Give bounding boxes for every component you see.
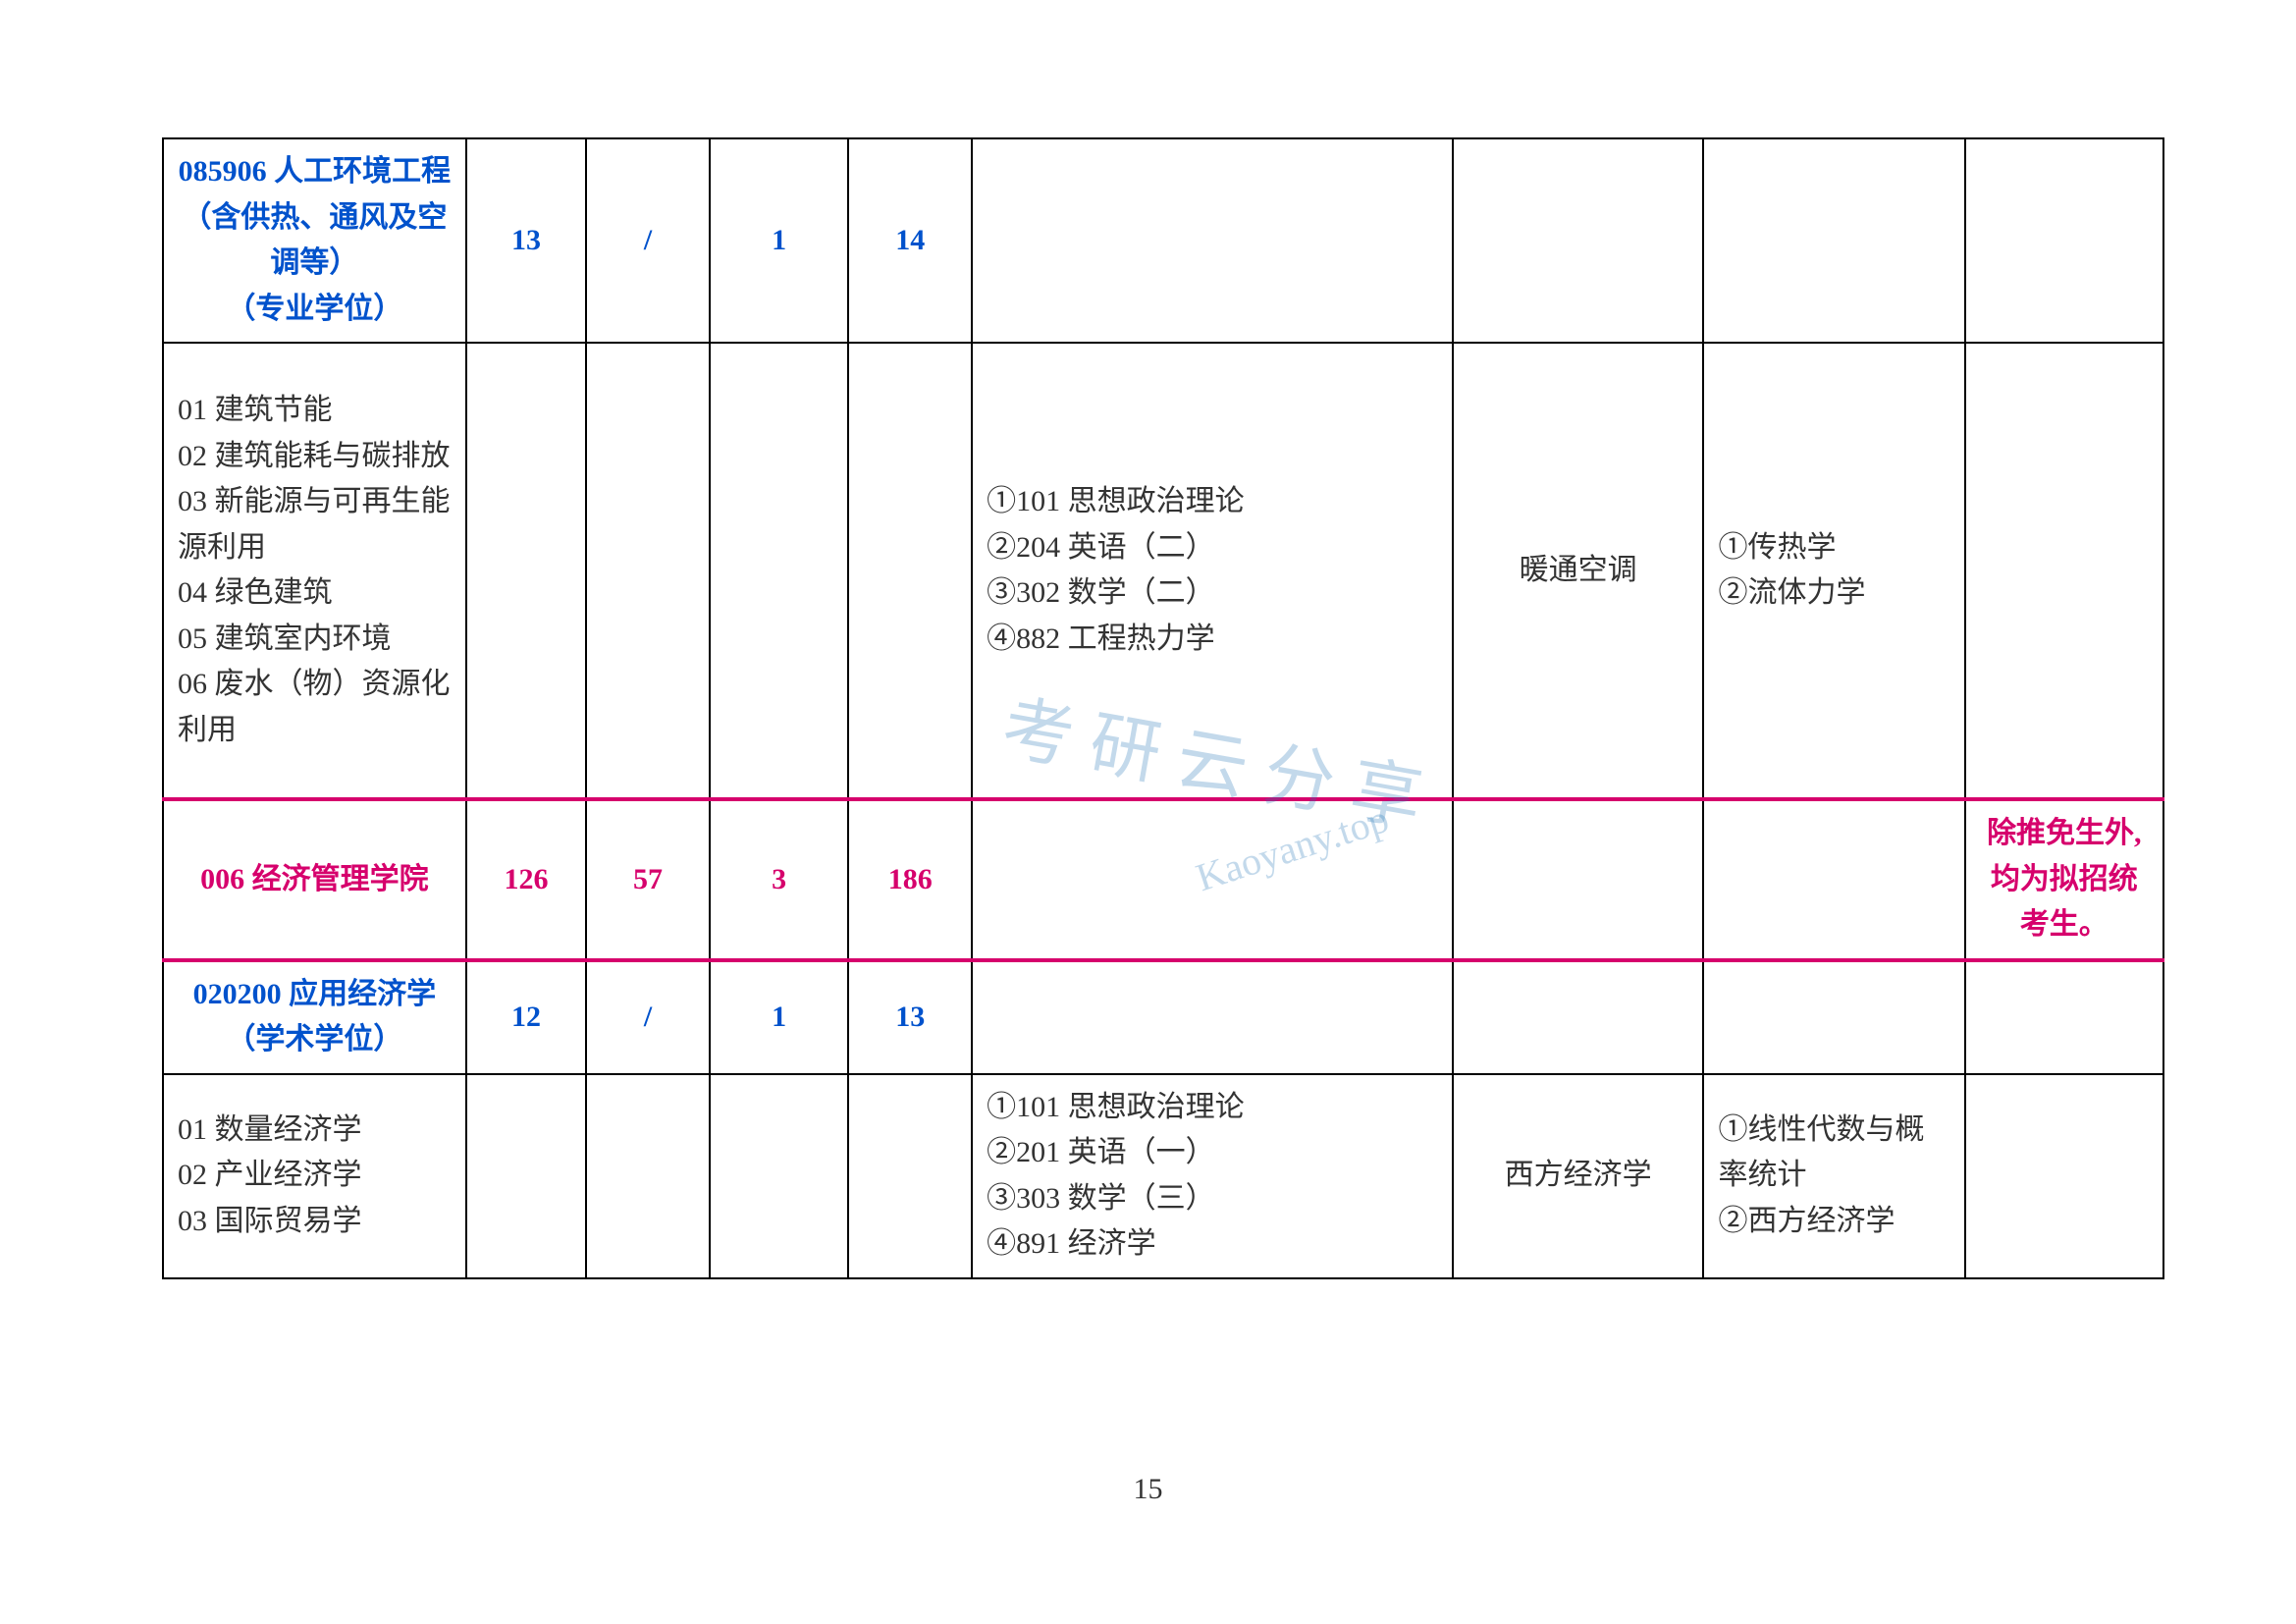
document-page: 085906 人工环境工程（含供热、通风及空调等）（专业学位） 13 / 1 1…: [0, 0, 2296, 1624]
cell-exam: ①101 思想政治理论②201 英语（一）③303 数学（三）④891 经济学: [972, 1074, 1453, 1278]
cell-note: [1965, 343, 2163, 799]
cell-n2: [586, 343, 710, 799]
cell-note: 除推免生外,均为拟招统考生。: [1965, 799, 2163, 960]
table-row: 01 建筑节能02 建筑能耗与碳排放03 新能源与可再生能源利用04 绿色建筑0…: [163, 343, 2163, 799]
cell-n4: 13: [848, 960, 972, 1074]
major-name: 020200 应用经济学（学术学位）: [163, 960, 466, 1074]
direction-list: 01 建筑节能02 建筑能耗与碳排放03 新能源与可再生能源利用04 绿色建筑0…: [163, 343, 466, 799]
cell-n4: [848, 1074, 972, 1278]
cell-n1: 13: [466, 138, 586, 343]
cell-n1: [466, 343, 586, 799]
admissions-table: 085906 人工环境工程（含供热、通风及空调等）（专业学位） 13 / 1 1…: [162, 137, 2164, 1279]
major-name: 085906 人工环境工程（含供热、通风及空调等）（专业学位）: [163, 138, 466, 343]
cell-equiv: [1703, 799, 1964, 960]
cell-retest: [1453, 799, 1704, 960]
cell-n4: 186: [848, 799, 972, 960]
cell-retest: 西方经济学: [1453, 1074, 1704, 1278]
cell-n2: /: [586, 960, 710, 1074]
cell-n3: 3: [710, 799, 849, 960]
cell-equiv: [1703, 138, 1964, 343]
cell-n2: [586, 1074, 710, 1278]
cell-note: [1965, 138, 2163, 343]
cell-n3: 1: [710, 138, 849, 343]
college-name: 006 经济管理学院: [163, 799, 466, 960]
cell-equiv: ①传热学②流体力学: [1703, 343, 1964, 799]
table-row: 006 经济管理学院 126 57 3 186 除推免生外,均为拟招统考生。: [163, 799, 2163, 960]
cell-n1: 12: [466, 960, 586, 1074]
cell-n4: 14: [848, 138, 972, 343]
cell-retest: 暖通空调: [1453, 343, 1704, 799]
table-row: 01 数量经济学02 产业经济学03 国际贸易学 ①101 思想政治理论②201…: [163, 1074, 2163, 1278]
cell-n3: [710, 343, 849, 799]
table-row: 020200 应用经济学（学术学位） 12 / 1 13: [163, 960, 2163, 1074]
cell-exam: [972, 960, 1453, 1074]
direction-list: 01 数量经济学02 产业经济学03 国际贸易学: [163, 1074, 466, 1278]
cell-n1: 126: [466, 799, 586, 960]
cell-exam: [972, 138, 1453, 343]
page-number: 15: [0, 1473, 2296, 1506]
cell-retest: [1453, 960, 1704, 1074]
cell-n3: [710, 1074, 849, 1278]
cell-n2: /: [586, 138, 710, 343]
cell-note: [1965, 960, 2163, 1074]
cell-n2: 57: [586, 799, 710, 960]
table-row: 085906 人工环境工程（含供热、通风及空调等）（专业学位） 13 / 1 1…: [163, 138, 2163, 343]
cell-retest: [1453, 138, 1704, 343]
cell-exam: ①101 思想政治理论②204 英语（二）③302 数学（二）④882 工程热力…: [972, 343, 1453, 799]
cell-n1: [466, 1074, 586, 1278]
cell-note: [1965, 1074, 2163, 1278]
cell-equiv: ①线性代数与概率统计②西方经济学: [1703, 1074, 1964, 1278]
cell-n3: 1: [710, 960, 849, 1074]
cell-n4: [848, 343, 972, 799]
cell-exam: [972, 799, 1453, 960]
cell-equiv: [1703, 960, 1964, 1074]
